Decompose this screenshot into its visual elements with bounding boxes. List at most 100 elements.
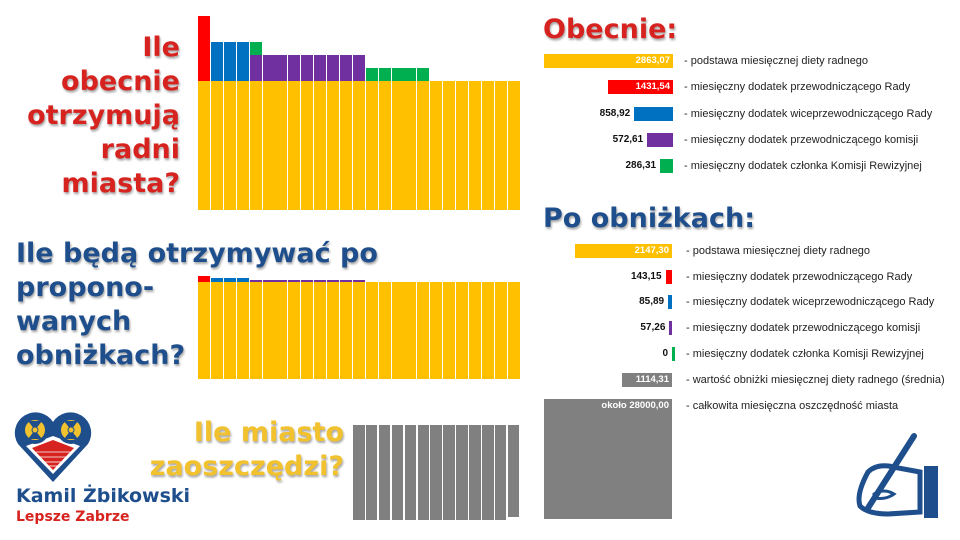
question-line: otrzymują — [27, 100, 180, 131]
savings-bar — [391, 425, 404, 520]
bar-segment-base — [339, 80, 352, 210]
legend-bar — [668, 295, 672, 309]
bar-segment-base — [365, 282, 378, 379]
bar-segment-base — [456, 80, 468, 210]
bar-segment-committee — [339, 55, 352, 81]
legend-bar — [647, 133, 673, 147]
savings-bar — [456, 425, 468, 520]
question-line: radni — [100, 134, 180, 165]
legend-value: 1431,54 — [635, 81, 670, 92]
heart-gears-logo-icon — [14, 412, 92, 482]
bar-segment-committee — [275, 55, 288, 81]
savings-bar — [417, 425, 429, 520]
legend-row: 57,26 - miesięczny dodatek przewodniczące… — [0, 321, 960, 335]
bar-segment-audit — [378, 67, 391, 81]
question-savings: Ile miasto zaoszczędzi? — [100, 416, 344, 484]
legend-row: około 28000,00 - całkowita miesięczna osz… — [0, 399, 960, 519]
legend-label: - wartość obniżki miesięcznej diety radn… — [686, 374, 945, 386]
question-after: Ile będą otrzymywać po propono- wanych o… — [16, 237, 406, 373]
bar-segment-audit — [249, 42, 262, 56]
legend-bar: 1114,31 — [621, 373, 672, 387]
legend-bar — [669, 321, 673, 335]
bar-segment-committee — [249, 55, 262, 81]
bar-segment-base — [314, 80, 327, 210]
legend-label: - podstawa miesięcznej diety radnego — [686, 245, 871, 257]
bar-segment-vice — [223, 278, 236, 283]
bar-segment-base — [339, 282, 352, 379]
bar-segment-committee — [327, 55, 339, 81]
legend-row: 286,31 - miesięczny dodatek członka Komis… — [0, 159, 960, 173]
bar-segment-base — [327, 80, 339, 210]
bar-segment-base — [301, 282, 314, 379]
bar-segment-committee — [301, 279, 314, 283]
bar-segment-base — [288, 282, 301, 379]
bar-segment-base — [481, 80, 494, 210]
question-line: zaoszczędzi? — [149, 451, 344, 482]
legend-value: 85,89 — [639, 296, 665, 307]
bar-segment-base — [198, 282, 210, 379]
bar-segment-base — [288, 80, 301, 210]
question-current: Ile obecnie otrzymują radni miasta? — [0, 31, 180, 201]
savings-bar — [494, 425, 507, 520]
bar-segment-committee — [288, 279, 301, 283]
bar-segment-base — [249, 282, 262, 379]
legend-row: 1114,31 - wartość obniżki miesięcznej die… — [0, 373, 960, 387]
bar-segment-base — [301, 80, 314, 210]
savings-bar — [378, 425, 391, 520]
bar-segment-base — [249, 80, 262, 210]
bar-segment-base — [417, 282, 430, 379]
savings-bar — [443, 425, 455, 520]
legend-label: - miesięczny dodatek przewodniczącego ko… — [686, 322, 921, 334]
legend-bar: około 28000,00 — [544, 399, 672, 519]
legend-value: 286,31 — [625, 160, 657, 171]
bar-segment-base — [223, 80, 236, 210]
bar-segment-committee — [327, 279, 339, 283]
party-name: Lepsze Zabrze — [16, 509, 130, 525]
legend-row: 858,92 - miesięczny dodatek wiceprzewodni… — [0, 107, 960, 121]
legend-label: - miesięczny dodatek przewodniczącego Ra… — [684, 81, 911, 93]
question-line: wanych — [16, 306, 132, 337]
writing-hand-icon — [856, 433, 938, 518]
legend-row: 2863,07 - podstawa miesięcznej diety radn… — [0, 54, 960, 68]
legend-label: - całkowita miesięczna oszczędność miast… — [686, 400, 899, 412]
legend-value: 0 — [662, 348, 668, 359]
legend-value: 57,26 — [640, 322, 666, 333]
question-line: miasta? — [61, 168, 180, 199]
legend-label: - miesięczny dodatek wiceprzewodnicząceg… — [686, 296, 935, 308]
bar-segment-base — [236, 80, 249, 210]
bar-segment-base — [378, 80, 391, 210]
bar-segment-committee — [262, 55, 275, 81]
bar-segment-committee — [314, 279, 327, 283]
bar-segment-committee — [262, 279, 275, 283]
question-line: Ile miasto — [193, 417, 344, 448]
question-line: obecnie — [61, 66, 180, 97]
question-line: Ile — [142, 32, 180, 63]
bar-segment-base — [417, 80, 430, 210]
bar-segment-base — [378, 282, 391, 379]
savings-bar — [469, 425, 481, 520]
bar-segment-committee — [249, 279, 262, 283]
legend-bar — [634, 107, 673, 121]
bar-segment-base — [314, 282, 327, 379]
legend-label: - miesięczny dodatek wiceprzewodnicząceg… — [684, 108, 933, 120]
bar-segment-audit — [404, 67, 417, 81]
bar-segment-base — [481, 282, 494, 379]
after-title: Po obniżkach: — [543, 203, 756, 234]
bar-segment-base — [430, 282, 443, 379]
bar-segment-committee — [352, 279, 365, 283]
legend-label: - miesięczny dodatek członka Komisji Rew… — [686, 348, 924, 360]
bar-segment-base — [468, 282, 481, 379]
bar-segment-base — [352, 80, 365, 210]
legend-label: - podstawa miesięcznej diety radnego — [684, 55, 869, 67]
legend-value: 2863,07 — [635, 55, 670, 66]
legend-row: 1431,54 - miesięczny dodatek przewodniczą… — [0, 80, 960, 94]
bar-segment-base — [236, 282, 249, 379]
bar-segment-committee — [314, 55, 327, 81]
legend-label: - miesięczny dodatek członka Komisji Rew… — [684, 160, 922, 172]
bar-segment-base — [456, 282, 468, 379]
legend-value: 572,61 — [612, 134, 644, 145]
bar-segment-vice — [210, 42, 223, 81]
legend-bar: 2147,30 — [575, 244, 672, 258]
savings-bar — [430, 425, 442, 520]
bar-segment-base — [352, 282, 365, 379]
